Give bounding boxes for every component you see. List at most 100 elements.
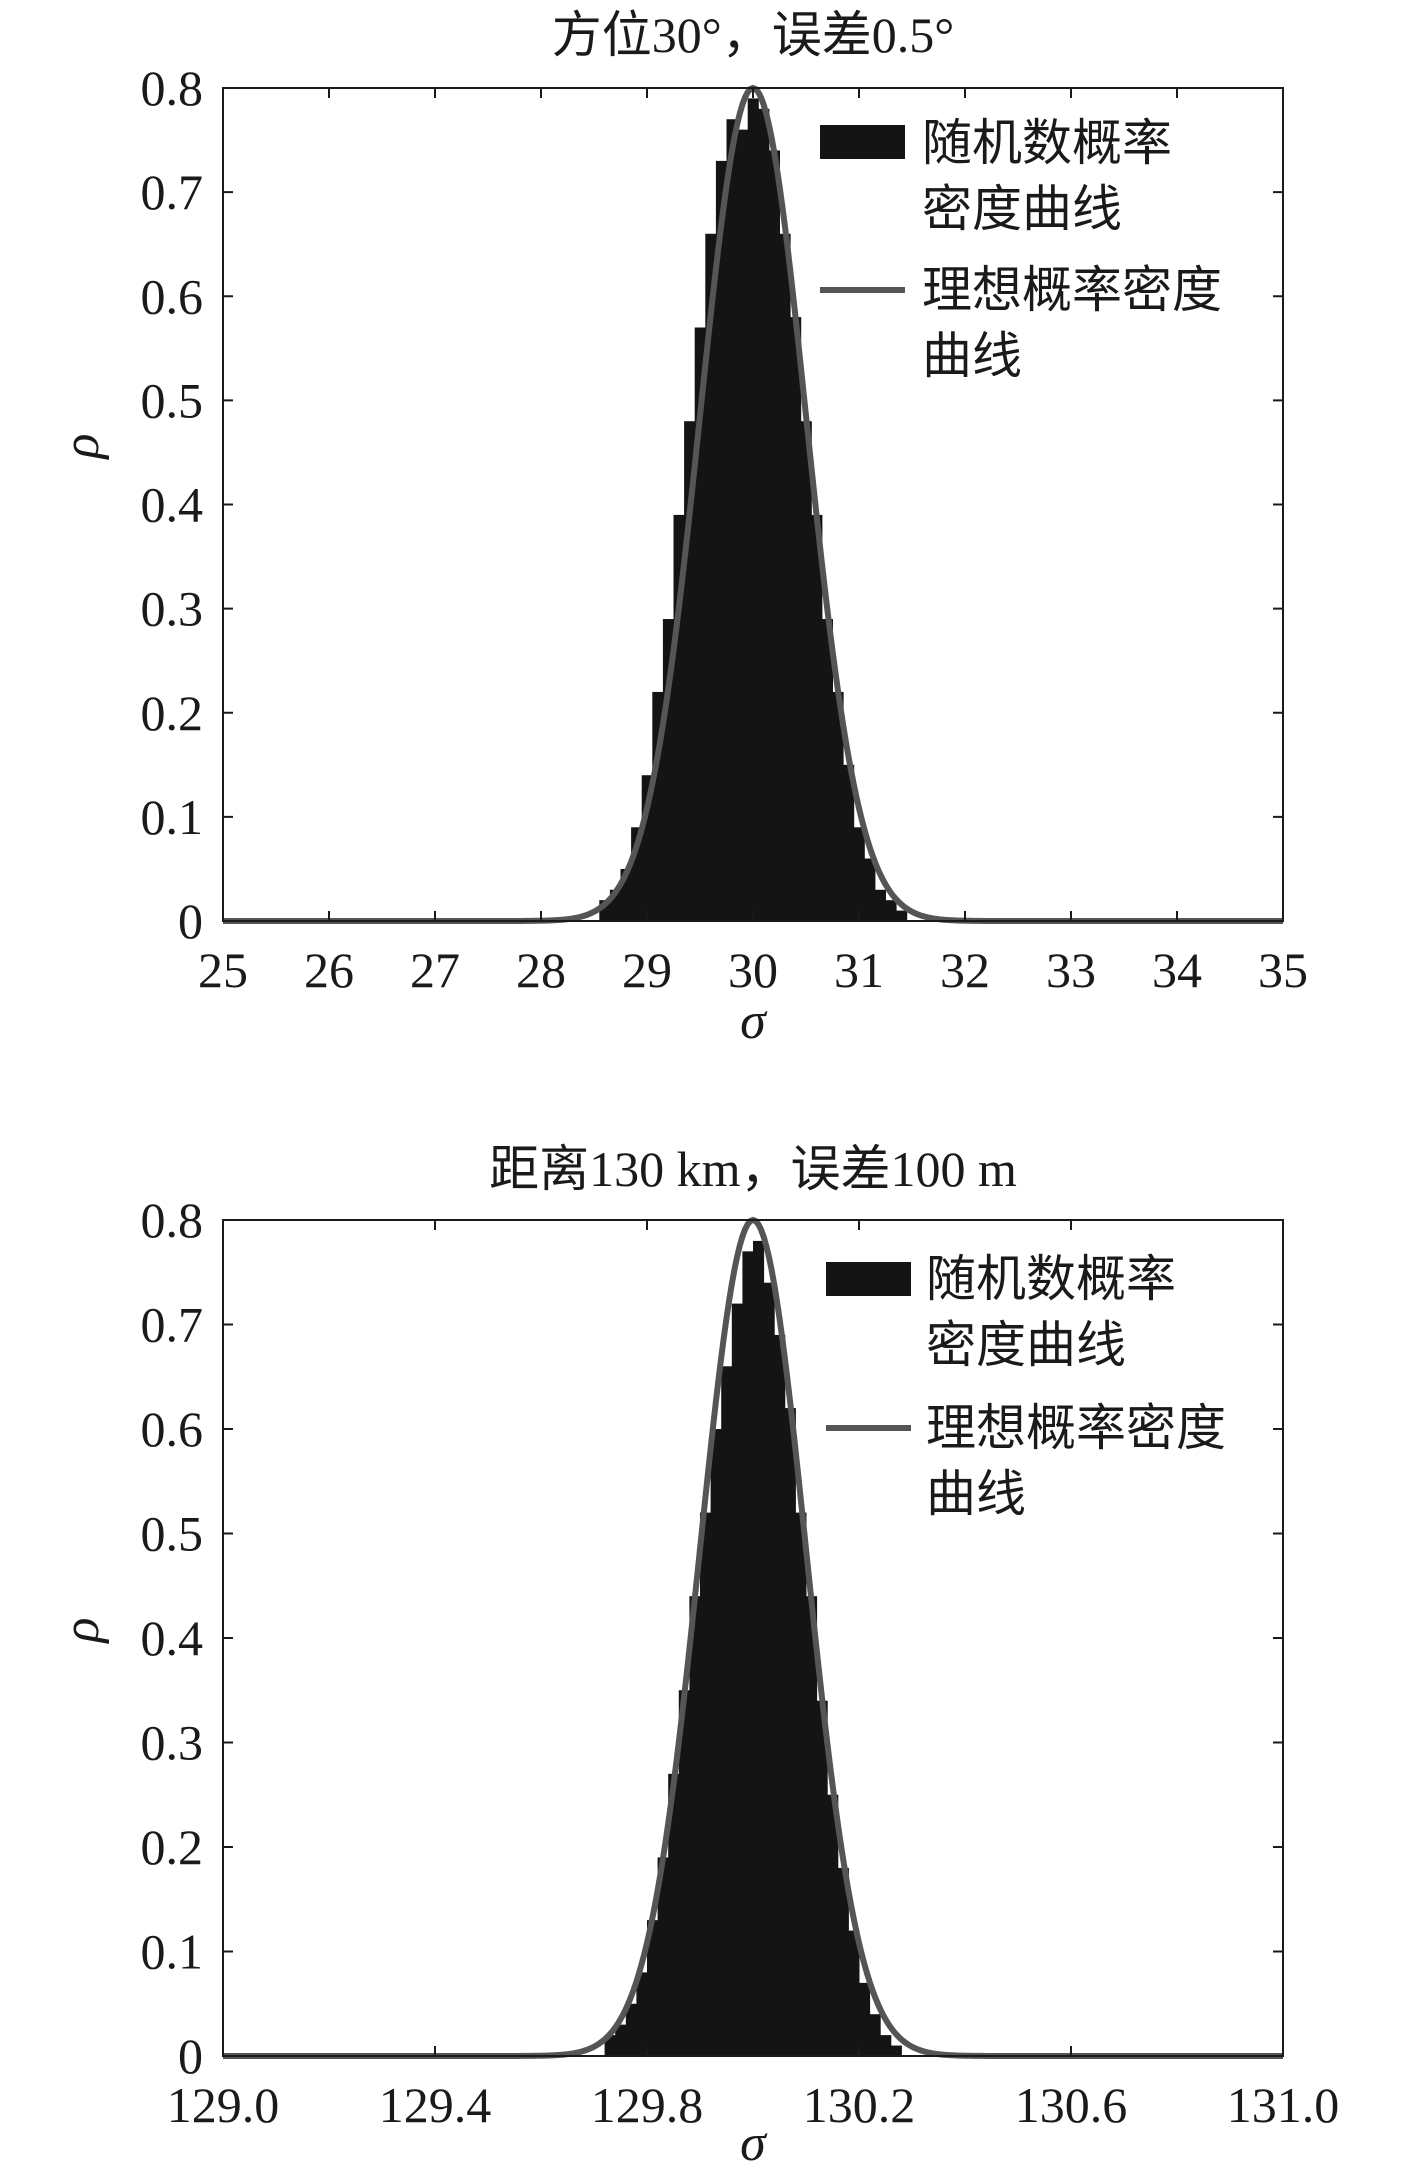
legend: 随机数概率 密度曲线 理想概率密度 曲线 — [826, 1251, 1226, 1522]
histogram-bars — [604, 1240, 902, 2056]
y-tick-label: 0.6 — [141, 1401, 204, 1457]
x-tick-label: 129.4 — [379, 2077, 492, 2133]
histogram-bar — [790, 317, 802, 921]
histogram-bar — [742, 1251, 754, 2056]
y-axis-ticks: 0 0.1 0.2 0.3 0.4 0.5 0.6 0.7 0.8 — [141, 60, 1283, 949]
histogram-bar — [843, 764, 855, 921]
histogram-bar — [784, 1408, 796, 2056]
histogram-bar — [821, 619, 833, 921]
histogram-bar — [620, 868, 632, 921]
histogram-bar — [636, 1972, 648, 2056]
x-tick-label: 30 — [728, 942, 778, 998]
histogram-bar — [837, 1867, 849, 2056]
y-tick-label: 0.4 — [141, 477, 204, 533]
x-tick-label: 31 — [834, 942, 884, 998]
x-tick-label: 35 — [1258, 942, 1308, 998]
x-tick-label: 33 — [1046, 942, 1096, 998]
x-tick-label: 28 — [516, 942, 566, 998]
histogram-bar — [874, 889, 886, 921]
legend-label-curve-line2: 曲线 — [926, 1466, 1026, 1522]
legend-label-histogram-line2: 密度曲线 — [926, 1317, 1126, 1373]
x-tick-label: 34 — [1152, 942, 1202, 998]
histogram-bar — [896, 910, 908, 921]
y-axis-ticks: 0 0.1 0.2 0.3 0.4 0.5 0.6 0.7 0.8 — [141, 1192, 1283, 2084]
histogram-bar — [726, 119, 738, 922]
y-tick-label: 0.1 — [141, 1924, 204, 1980]
legend-label-curve-line1: 理想概率密度 — [922, 262, 1222, 318]
x-tick-label: 32 — [940, 942, 990, 998]
legend-swatch-histogram — [820, 125, 905, 159]
histogram-bar — [827, 1794, 839, 2056]
x-tick-label: 130.6 — [1015, 2077, 1128, 2133]
y-axis-label: ρ — [53, 1618, 110, 1645]
x-tick-label: 129.8 — [591, 2077, 704, 2133]
histogram-bars — [599, 98, 908, 922]
legend-label-histogram-line1: 随机数概率 — [926, 1251, 1176, 1307]
histogram-bar — [599, 900, 611, 921]
histogram-bar — [715, 160, 727, 921]
chart-range: 距离130 km，误差100 m 00.10.20.30.40.50.60.70… — [53, 1141, 1339, 2169]
legend-label-curve-line1: 理想概率密度 — [926, 1400, 1226, 1456]
y-tick-label: 0.3 — [141, 1715, 204, 1771]
histogram-bar — [705, 233, 717, 921]
legend-label-histogram-line2: 密度曲线 — [922, 181, 1122, 237]
x-axis-label: σ — [740, 2115, 768, 2169]
y-tick-label: 0.2 — [141, 685, 204, 741]
y-tick-label: 0.5 — [141, 372, 204, 428]
histogram-bar — [763, 1282, 775, 2056]
y-tick-label: 0.2 — [141, 1819, 204, 1875]
histogram-bar — [848, 1930, 860, 2056]
histogram-bar — [758, 108, 770, 921]
legend: 随机数概率 密度曲线 理想概率密度 曲线 — [820, 115, 1222, 384]
histogram-bar — [657, 1857, 669, 2056]
y-tick-label: 0.8 — [141, 1192, 204, 1248]
y-tick-label: 0.4 — [141, 1610, 204, 1666]
histogram-bar — [604, 2035, 616, 2056]
chart-azimuth: 方位30°，误差0.5° 0 0.1 0.2 0.3 0.4 0.5 0.6 0.7 0.8 2… — [53, 7, 1308, 1050]
x-tick-label: 129.0 — [167, 2077, 280, 2133]
legend-swatch-histogram — [826, 1262, 911, 1296]
histogram-bar — [615, 2024, 627, 2056]
x-tick-label: 27 — [410, 942, 460, 998]
histogram-bar — [609, 889, 621, 921]
histogram-bar — [800, 421, 812, 921]
histogram-bar — [853, 827, 865, 921]
y-tick-label: 0 — [178, 2028, 203, 2084]
histogram-bar — [747, 98, 759, 922]
histogram-bar — [811, 514, 823, 921]
histogram-bar — [779, 233, 791, 921]
histogram-bar — [625, 2003, 637, 2056]
histogram-bar — [721, 1366, 733, 2056]
y-tick-label: 0.6 — [141, 268, 204, 324]
y-tick-label: 0.7 — [141, 164, 204, 220]
y-tick-label: 0.7 — [141, 1297, 204, 1353]
x-axis-label: σ — [740, 993, 768, 1050]
legend-label-histogram-line1: 随机数概率 — [922, 115, 1172, 171]
histogram-bar — [731, 1303, 743, 2056]
x-tick-label: 26 — [304, 942, 354, 998]
histogram-bar — [684, 421, 696, 921]
histogram-bar — [869, 2014, 881, 2056]
y-tick-label: 0.3 — [141, 581, 204, 637]
chart-title: 距离130 km，误差100 m — [489, 1141, 1017, 1197]
legend-label-curve-line2: 曲线 — [922, 328, 1022, 384]
y-tick-label: 0 — [178, 893, 203, 949]
histogram-bar — [689, 1596, 701, 2056]
histogram-bar — [694, 327, 706, 921]
histogram-bar — [652, 691, 664, 921]
chart-title: 方位30°，误差0.5° — [552, 7, 955, 63]
y-axis-label: ρ — [53, 434, 110, 461]
histogram-bar — [753, 1240, 765, 2056]
histogram-bar — [647, 1920, 659, 2056]
histogram-bar — [700, 1512, 712, 2056]
y-tick-label: 0.8 — [141, 60, 204, 116]
x-tick-label: 25 — [198, 942, 248, 998]
y-tick-label: 0.1 — [141, 789, 204, 845]
histogram-bar — [806, 1596, 818, 2056]
histogram-bar — [816, 1700, 828, 2056]
histogram-bar — [890, 2045, 902, 2056]
histogram-bar — [774, 1334, 786, 2056]
histogram-bar — [631, 827, 643, 921]
x-tick-label: 130.2 — [803, 2077, 916, 2133]
